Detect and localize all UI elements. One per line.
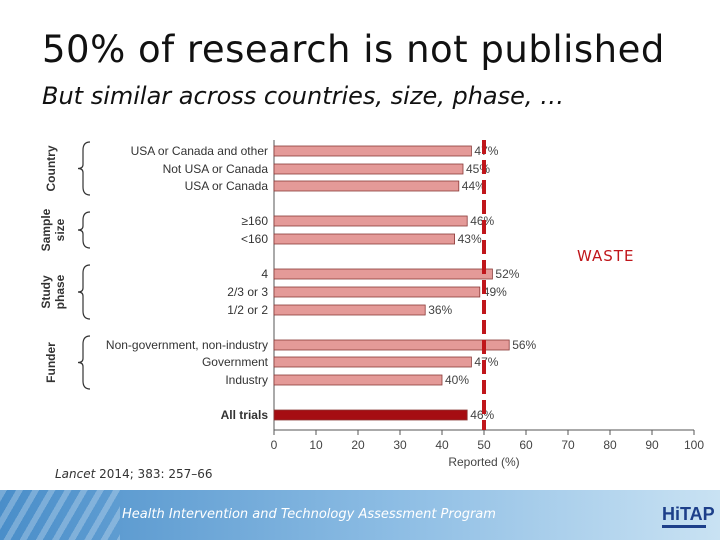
data-label: 43% [458,232,482,246]
bar [273,286,481,298]
data-label: 52% [495,267,519,281]
category-label: Government [202,355,269,369]
bar [273,356,472,368]
x-tick-label: 50 [477,438,491,452]
x-tick-label: 10 [309,438,323,452]
bar [273,409,468,421]
bar [273,180,460,192]
bar [273,339,510,351]
data-label: 47% [474,144,498,158]
data-label: 36% [428,303,452,317]
footer-banner: Health Intervention and Technology Asses… [0,490,720,540]
hitap-logo-text: HiTAP [662,504,715,524]
slide-title: 50% of research is not published [42,28,665,71]
x-tick-label: 100 [684,438,704,452]
x-tick-label: 0 [271,438,278,452]
category-label: USA or Canada [185,179,269,193]
category-label: 1/2 or 2 [227,303,268,317]
bar [273,374,443,386]
group-label: phase [53,274,67,309]
group-brace [77,264,91,320]
category-label: Not USA or Canada [163,162,269,176]
group-label: Sample [39,208,53,251]
category-label: ≥160 [241,214,268,228]
data-label: 44% [462,179,486,193]
waste-label: WASTE [577,247,635,265]
group-label: Study [39,275,53,309]
citation-ref: 2014; 383: 257–66 [95,467,213,481]
group-label: Country [44,145,58,191]
x-tick-label: 90 [645,438,659,452]
citation-journal: Lancet [55,467,96,481]
hitap-logo: HiTAP [662,498,715,532]
category-label: Non-government, non-industry [106,338,268,352]
category-label: <160 [241,232,268,246]
data-label: 45% [466,162,490,176]
category-label: All trials [221,408,269,422]
group-brace [77,335,91,390]
x-tick-label: 20 [351,438,365,452]
data-label: 40% [445,373,469,387]
category-label: 4 [261,267,268,281]
x-tick-label: 80 [603,438,617,452]
bar [273,145,472,157]
bar [273,304,426,316]
group-label: size [53,218,67,241]
data-label: 47% [474,355,498,369]
data-label: 49% [483,285,507,299]
footer-text: Health Intervention and Technology Asses… [122,507,496,522]
category-label: USA or Canada and other [131,144,268,158]
group-label: Funder [44,342,58,383]
bar-chart: 0 10 20 30 40 50 60 70 80 90 100 Reported (%) USA or… [39,140,704,469]
x-tick-label: 30 [393,438,407,452]
x-tick-label: 40 [435,438,449,452]
group-brace [77,211,91,249]
data-label: 56% [512,338,536,352]
citation: Lancet 2014; 383: 257–66 [55,467,213,481]
slide-subtitle: But similar across countries, size, phas… [42,82,565,110]
group-brace [77,141,91,196]
x-axis-label: Reported (%) [448,455,519,469]
bar [273,163,464,175]
bar [273,233,456,245]
category-label: 2/3 or 3 [227,285,268,299]
bar [273,215,468,227]
bar [273,268,493,280]
data-label: 46% [470,408,494,422]
x-tick-label: 70 [561,438,575,452]
x-tick-label: 60 [519,438,533,452]
hitap-logo-underline [662,525,706,528]
footer-stripes [0,490,120,540]
category-label: Industry [225,373,268,387]
